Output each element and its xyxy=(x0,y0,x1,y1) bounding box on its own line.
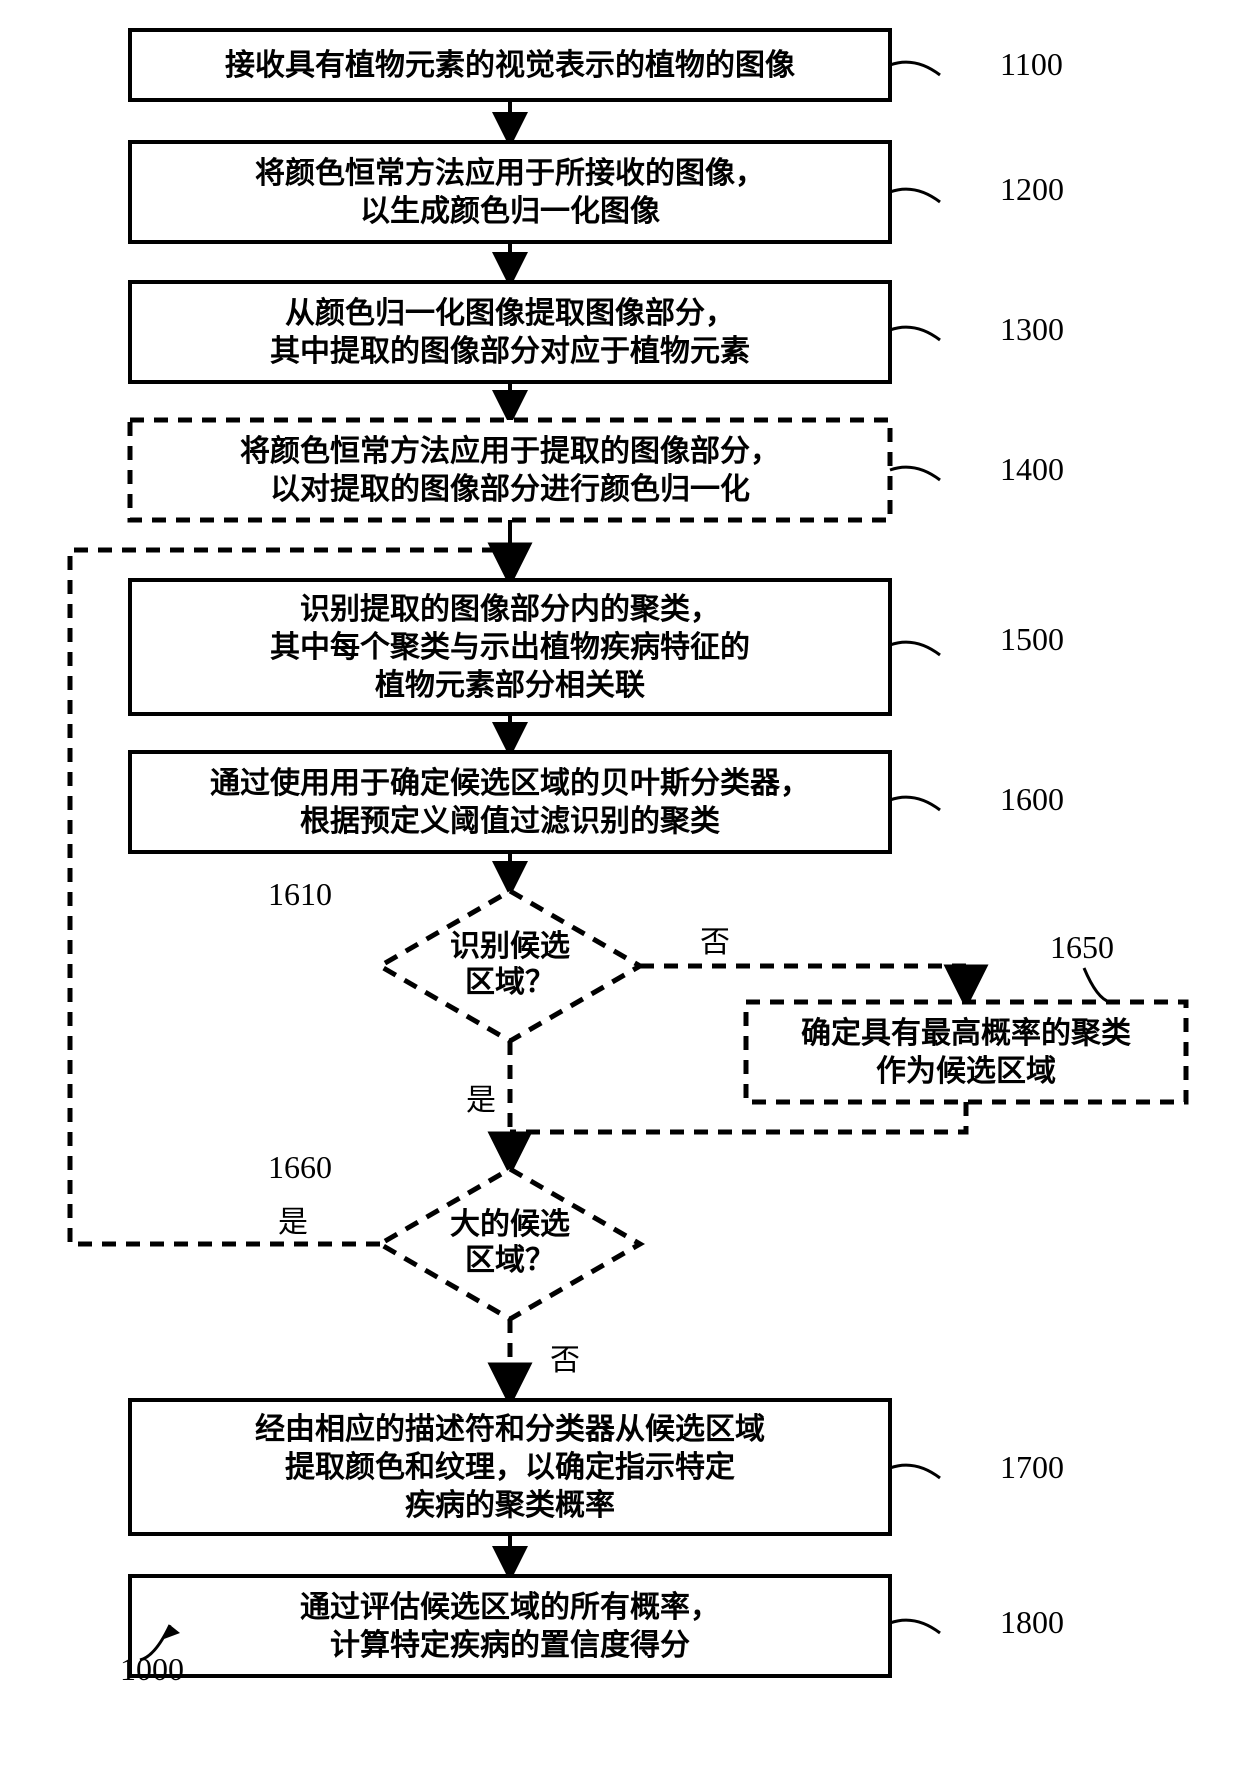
node-text: 识别提取的图像部分内的聚类， xyxy=(300,592,720,626)
ref-label-1500: 1500 xyxy=(1000,621,1064,657)
leader-curve xyxy=(890,467,940,480)
leader-curve xyxy=(890,1465,940,1478)
leader-curve xyxy=(890,62,940,75)
ref-label-1700: 1700 xyxy=(1000,1449,1064,1485)
flowchart-canvas: 接收具有植物元素的视觉表示的植物的图像将颜色恒常方法应用于所接收的图像， 以生成颜… xyxy=(0,0,1240,1776)
edge-label: 是 xyxy=(466,1084,496,1117)
ref-label-1660: 1660 xyxy=(268,1149,332,1185)
node-text: 提取颜色和纹理，以确定指示特定 xyxy=(285,1450,735,1484)
node-text: 经由相应的描述符和分类器从候选区域 xyxy=(255,1412,765,1446)
edge-label: 否 xyxy=(700,926,730,959)
node-text: 区域？ xyxy=(465,966,555,999)
edge-label: 是 xyxy=(278,1206,308,1239)
ref-label-1650: 1650 xyxy=(1050,929,1114,965)
leader-curve xyxy=(890,1620,940,1633)
node-text: 区域？ xyxy=(465,1244,555,1277)
node-text: 将颜色恒常方法应用于提取的图像部分， xyxy=(240,434,780,468)
node-text: 从颜色归一化图像提取图像部分， xyxy=(285,296,735,330)
node-text: 通过评估候选区域的所有概率， xyxy=(300,1591,720,1624)
node-text: 将颜色恒常方法应用于所接收的图像， xyxy=(255,156,765,190)
node-text: 计算特定疾病的置信度得分 xyxy=(330,1628,690,1662)
node-text: 通过使用用于确定候选区域的贝叶斯分类器， xyxy=(210,766,810,800)
node-text: 其中每个聚类与示出植物疾病特征的 xyxy=(270,630,750,664)
ref-label-1400: 1400 xyxy=(1000,451,1064,487)
ref-label-1300: 1300 xyxy=(1000,311,1064,347)
leader-curve xyxy=(1084,968,1110,1002)
node-text: 其中提取的图像部分对应于植物元素 xyxy=(270,334,750,368)
node-text: 大的候选 xyxy=(450,1208,570,1241)
leader-curve xyxy=(890,797,940,810)
leader-curve xyxy=(890,642,940,655)
node-text: 根据预定义阈值过滤识别的聚类 xyxy=(300,804,720,838)
node-text: 确定具有最高概率的聚类 xyxy=(801,1016,1131,1050)
ref-label-1800: 1800 xyxy=(1000,1604,1064,1640)
node-text: 疾病的聚类概率 xyxy=(405,1488,615,1522)
edge-label: 否 xyxy=(550,1344,580,1377)
node-text: 作为候选区域 xyxy=(876,1055,1056,1088)
ref-label-1600: 1600 xyxy=(1000,781,1064,817)
node-text: 以生成颜色归一化图像 xyxy=(360,195,660,228)
node-text: 接收具有植物元素的视觉表示的植物的图像 xyxy=(225,49,795,82)
node-text: 识别候选 xyxy=(450,930,570,963)
node-text: 以对提取的图像部分进行颜色归一化 xyxy=(270,472,750,506)
leader-curve xyxy=(890,327,940,340)
ref-label-1200: 1200 xyxy=(1000,171,1064,207)
leader-curve xyxy=(890,189,940,202)
flow-edge xyxy=(510,1102,966,1132)
ref-label-1000: 1000 xyxy=(120,1651,184,1687)
node-text: 植物元素部分相关联 xyxy=(375,668,645,702)
ref-label-1100: 1100 xyxy=(1000,46,1063,82)
ref-label-1610: 1610 xyxy=(268,876,332,912)
